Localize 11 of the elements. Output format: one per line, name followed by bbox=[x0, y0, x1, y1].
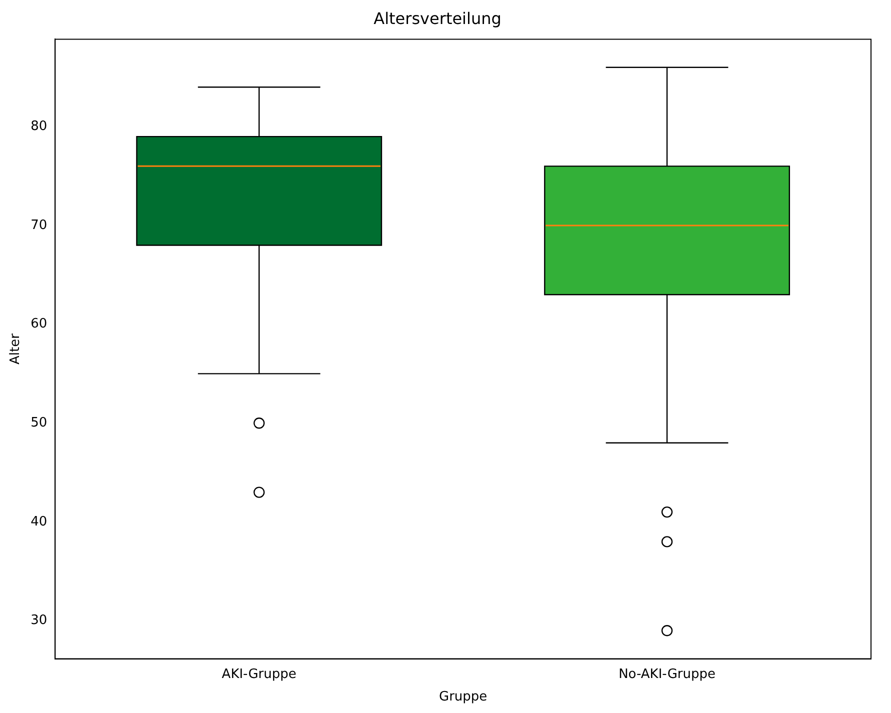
x-tick-label: AKI-Gruppe bbox=[222, 666, 296, 682]
y-tick-label: 80 bbox=[30, 119, 48, 134]
x-tick-label: No-AKI-Gruppe bbox=[618, 666, 716, 682]
y-tick-label: 50 bbox=[30, 415, 48, 430]
y-tick-label: 40 bbox=[30, 514, 48, 530]
y-tick-label: 60 bbox=[30, 316, 48, 332]
y-tick-label: 70 bbox=[30, 218, 48, 233]
chart-title: Altersverteilung bbox=[374, 8, 502, 28]
x-axis-title: Gruppe bbox=[438, 690, 488, 705]
y-axis-title: Alter bbox=[8, 332, 24, 364]
y-tick-label: 30 bbox=[30, 613, 48, 628]
